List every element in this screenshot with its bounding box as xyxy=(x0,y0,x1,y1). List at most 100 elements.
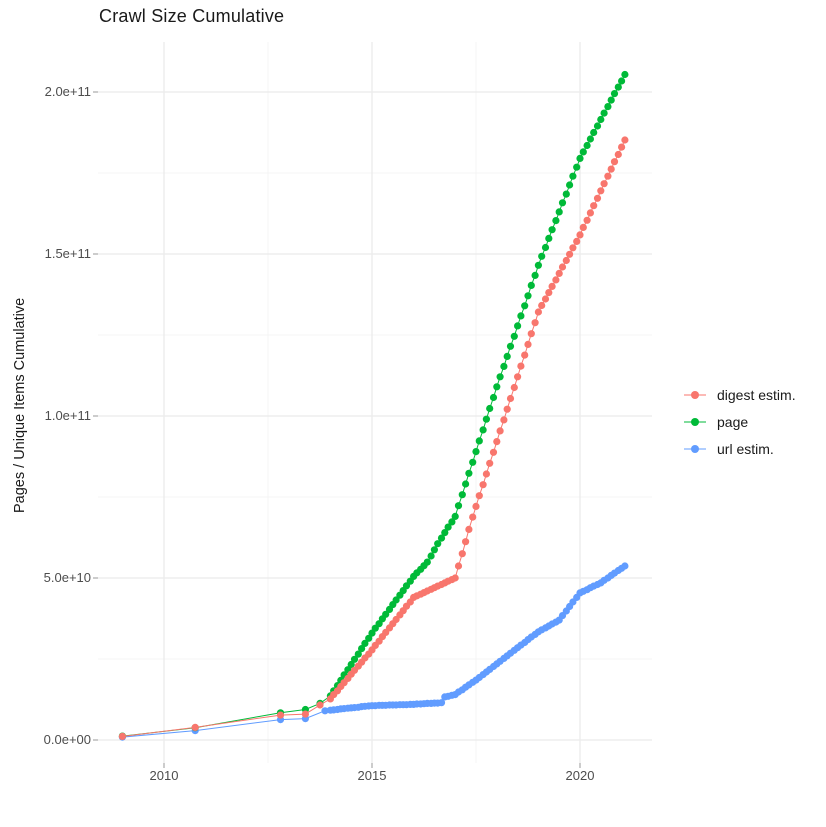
data-point xyxy=(573,163,581,171)
data-point xyxy=(566,181,574,189)
data-point xyxy=(437,534,446,542)
data-point xyxy=(614,150,622,159)
data-point xyxy=(482,415,490,423)
data-point xyxy=(583,216,591,224)
data-point xyxy=(534,261,543,269)
data-point xyxy=(621,562,629,570)
data-point xyxy=(469,513,477,521)
legend-item-label: digest estim. xyxy=(717,386,796,403)
data-point xyxy=(462,538,470,546)
data-point xyxy=(621,70,629,79)
data-point xyxy=(301,710,309,718)
data-point xyxy=(444,523,452,531)
data-point xyxy=(451,512,459,521)
data-point xyxy=(321,707,329,715)
series-url-estim xyxy=(118,562,629,741)
data-point xyxy=(562,256,570,265)
data-point xyxy=(506,342,515,350)
data-point xyxy=(448,518,456,526)
data-point xyxy=(597,115,605,124)
data-point xyxy=(382,610,390,618)
y-tick-label-5e10: 5.0e+10 xyxy=(43,570,91,585)
data-point xyxy=(521,351,529,359)
data-point xyxy=(517,312,525,320)
y-axis-title: Pages / Unique Items Cumulative xyxy=(12,297,28,513)
data-point xyxy=(506,394,515,403)
legend-item-page: page xyxy=(682,408,796,435)
data-point xyxy=(534,308,543,316)
data-point xyxy=(354,650,362,658)
data-point xyxy=(458,491,466,499)
data-point xyxy=(590,128,598,137)
data-point xyxy=(454,562,463,570)
data-point xyxy=(486,459,494,467)
data-point xyxy=(610,158,619,166)
data-point xyxy=(479,426,487,434)
data-point xyxy=(545,234,553,242)
data-point xyxy=(558,199,567,207)
data-point xyxy=(579,148,587,156)
data-point xyxy=(576,154,584,162)
data-point xyxy=(514,373,522,381)
data-point xyxy=(569,244,577,252)
legend-item-label: page xyxy=(717,413,749,430)
data-point xyxy=(618,143,626,151)
data-point xyxy=(600,109,608,117)
data-point xyxy=(552,217,560,225)
data-point xyxy=(472,448,480,456)
data-point xyxy=(607,165,615,173)
data-point xyxy=(347,660,355,669)
legend-item-url-estim: url estim. xyxy=(682,435,796,462)
data-point xyxy=(486,404,494,413)
data-point xyxy=(614,83,622,91)
data-point xyxy=(573,237,581,245)
data-point xyxy=(583,141,591,150)
data-point xyxy=(496,373,504,381)
data-point xyxy=(541,295,550,303)
data-point xyxy=(350,655,359,663)
data-point xyxy=(600,180,608,188)
data-point xyxy=(514,322,522,330)
data-point xyxy=(465,469,473,477)
legend-key-digest-icon xyxy=(684,390,706,399)
x-tick-label-2020: 2020 xyxy=(565,768,595,783)
chart-title: Crawl Size Cumulative xyxy=(99,6,285,26)
data-point xyxy=(566,250,574,258)
data-point xyxy=(500,416,508,424)
data-point xyxy=(517,362,525,370)
data-point xyxy=(118,732,126,741)
data-point xyxy=(562,190,570,198)
y-tick-label-2e11: 2.0e+11 xyxy=(44,84,91,99)
data-point xyxy=(593,194,602,202)
data-point xyxy=(475,437,483,445)
series-page xyxy=(118,70,629,740)
data-point xyxy=(590,202,598,210)
data-point xyxy=(604,172,612,180)
data-point xyxy=(555,269,563,277)
data-point xyxy=(454,502,463,510)
data-point xyxy=(586,135,595,143)
y-tick-label-1e11: 1.0e+11 xyxy=(44,408,91,423)
data-point xyxy=(361,639,369,648)
data-point xyxy=(524,292,532,300)
data-point xyxy=(610,90,619,98)
data-point xyxy=(500,362,508,370)
data-point xyxy=(489,393,498,402)
data-point xyxy=(489,448,498,456)
data-point xyxy=(579,223,587,231)
x-tick-label-2015: 2015 xyxy=(357,768,387,783)
data-point xyxy=(465,525,473,534)
data-point xyxy=(441,529,449,537)
data-point xyxy=(538,252,546,260)
data-point xyxy=(423,558,431,566)
data-point xyxy=(493,383,501,391)
data-point xyxy=(531,319,539,327)
legend-key-page-icon xyxy=(684,417,706,426)
series-line xyxy=(122,74,626,737)
data-point xyxy=(618,77,626,85)
data-point xyxy=(604,103,612,111)
data-point xyxy=(427,552,435,560)
data-point xyxy=(531,271,539,279)
